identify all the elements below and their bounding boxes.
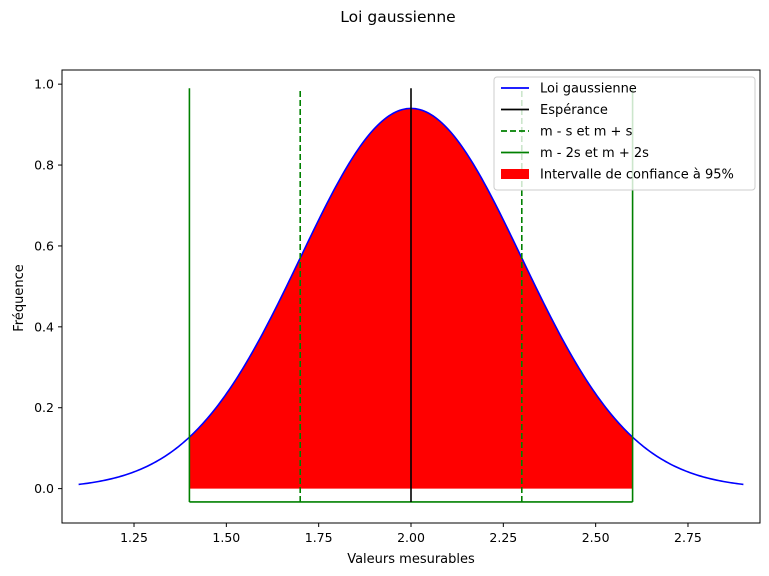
y-axis-label: Fréquence [12,264,27,331]
x-axis-label: Valeurs mesurables [347,552,475,567]
legend-swatch [501,169,529,179]
y-tick-label: 0.2 [34,400,54,415]
x-tick-label: 2.75 [674,530,702,545]
legend-label: m - s et m + s [540,125,633,140]
legend-label: Intervalle de confiance à 95% [540,168,734,183]
legend: Loi gaussienne Espérance m - s et m + s m -… [493,76,756,191]
x-tick-label: 1.50 [212,530,240,545]
x-tick-label: 2.00 [397,530,425,545]
y-tick-label: 1.0 [34,77,54,92]
y-tick-label: 0.0 [34,481,54,496]
legend-label: Loi gaussienne [540,82,637,97]
y-tick-label: 0.6 [34,238,54,253]
plot-area: 1.25 1.50 1.75 2.00 2.25 2.50 2.75 0.0 0.2 0.4 0.6… [34,69,761,545]
y-tick-label: 0.4 [34,319,54,334]
legend-label: Espérance [540,103,608,118]
chart-title: Loi gaussienne [340,8,455,26]
legend-box [493,76,756,191]
x-tick-label: 1.25 [120,530,148,545]
x-tick-label: 2.50 [582,530,610,545]
x-tick-label: 2.25 [489,530,517,545]
x-tick-label: 1.75 [305,530,333,545]
legend-label: m - 2s et m + 2s [540,146,649,161]
y-tick-label: 0.8 [34,158,54,173]
